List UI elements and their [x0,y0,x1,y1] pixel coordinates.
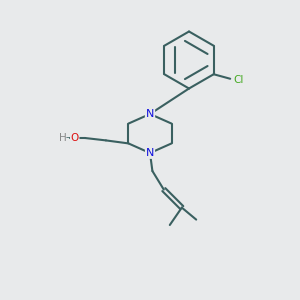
Text: O: O [70,133,79,143]
Text: —: — [65,134,74,142]
Text: Cl: Cl [233,75,244,85]
Text: N: N [146,148,154,158]
Text: N: N [146,109,154,119]
Text: H: H [58,133,66,143]
Text: N: N [146,109,154,119]
